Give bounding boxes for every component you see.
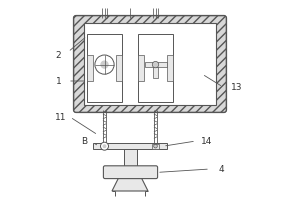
Circle shape: [152, 61, 159, 68]
Bar: [116, 55, 122, 81]
Circle shape: [101, 61, 108, 68]
Bar: [124, 149, 136, 171]
Bar: [138, 55, 144, 81]
Circle shape: [154, 144, 157, 148]
Text: 13: 13: [231, 83, 242, 92]
FancyBboxPatch shape: [74, 16, 226, 112]
Bar: [93, 143, 167, 149]
Bar: [87, 34, 122, 102]
Text: 14: 14: [201, 136, 212, 146]
Text: 11: 11: [55, 112, 67, 121]
Text: 2: 2: [56, 50, 61, 60]
Text: B: B: [81, 138, 87, 146]
Circle shape: [103, 145, 106, 148]
Text: 4: 4: [219, 164, 225, 173]
Bar: [145, 62, 166, 67]
Bar: [153, 67, 158, 78]
Circle shape: [100, 142, 109, 150]
Bar: [87, 55, 93, 81]
Bar: [138, 34, 173, 102]
Bar: [84, 23, 216, 105]
Bar: [167, 55, 173, 81]
Polygon shape: [112, 177, 148, 191]
Circle shape: [95, 55, 114, 74]
Bar: [152, 144, 159, 149]
Text: 1: 1: [56, 76, 62, 86]
FancyBboxPatch shape: [103, 166, 158, 179]
